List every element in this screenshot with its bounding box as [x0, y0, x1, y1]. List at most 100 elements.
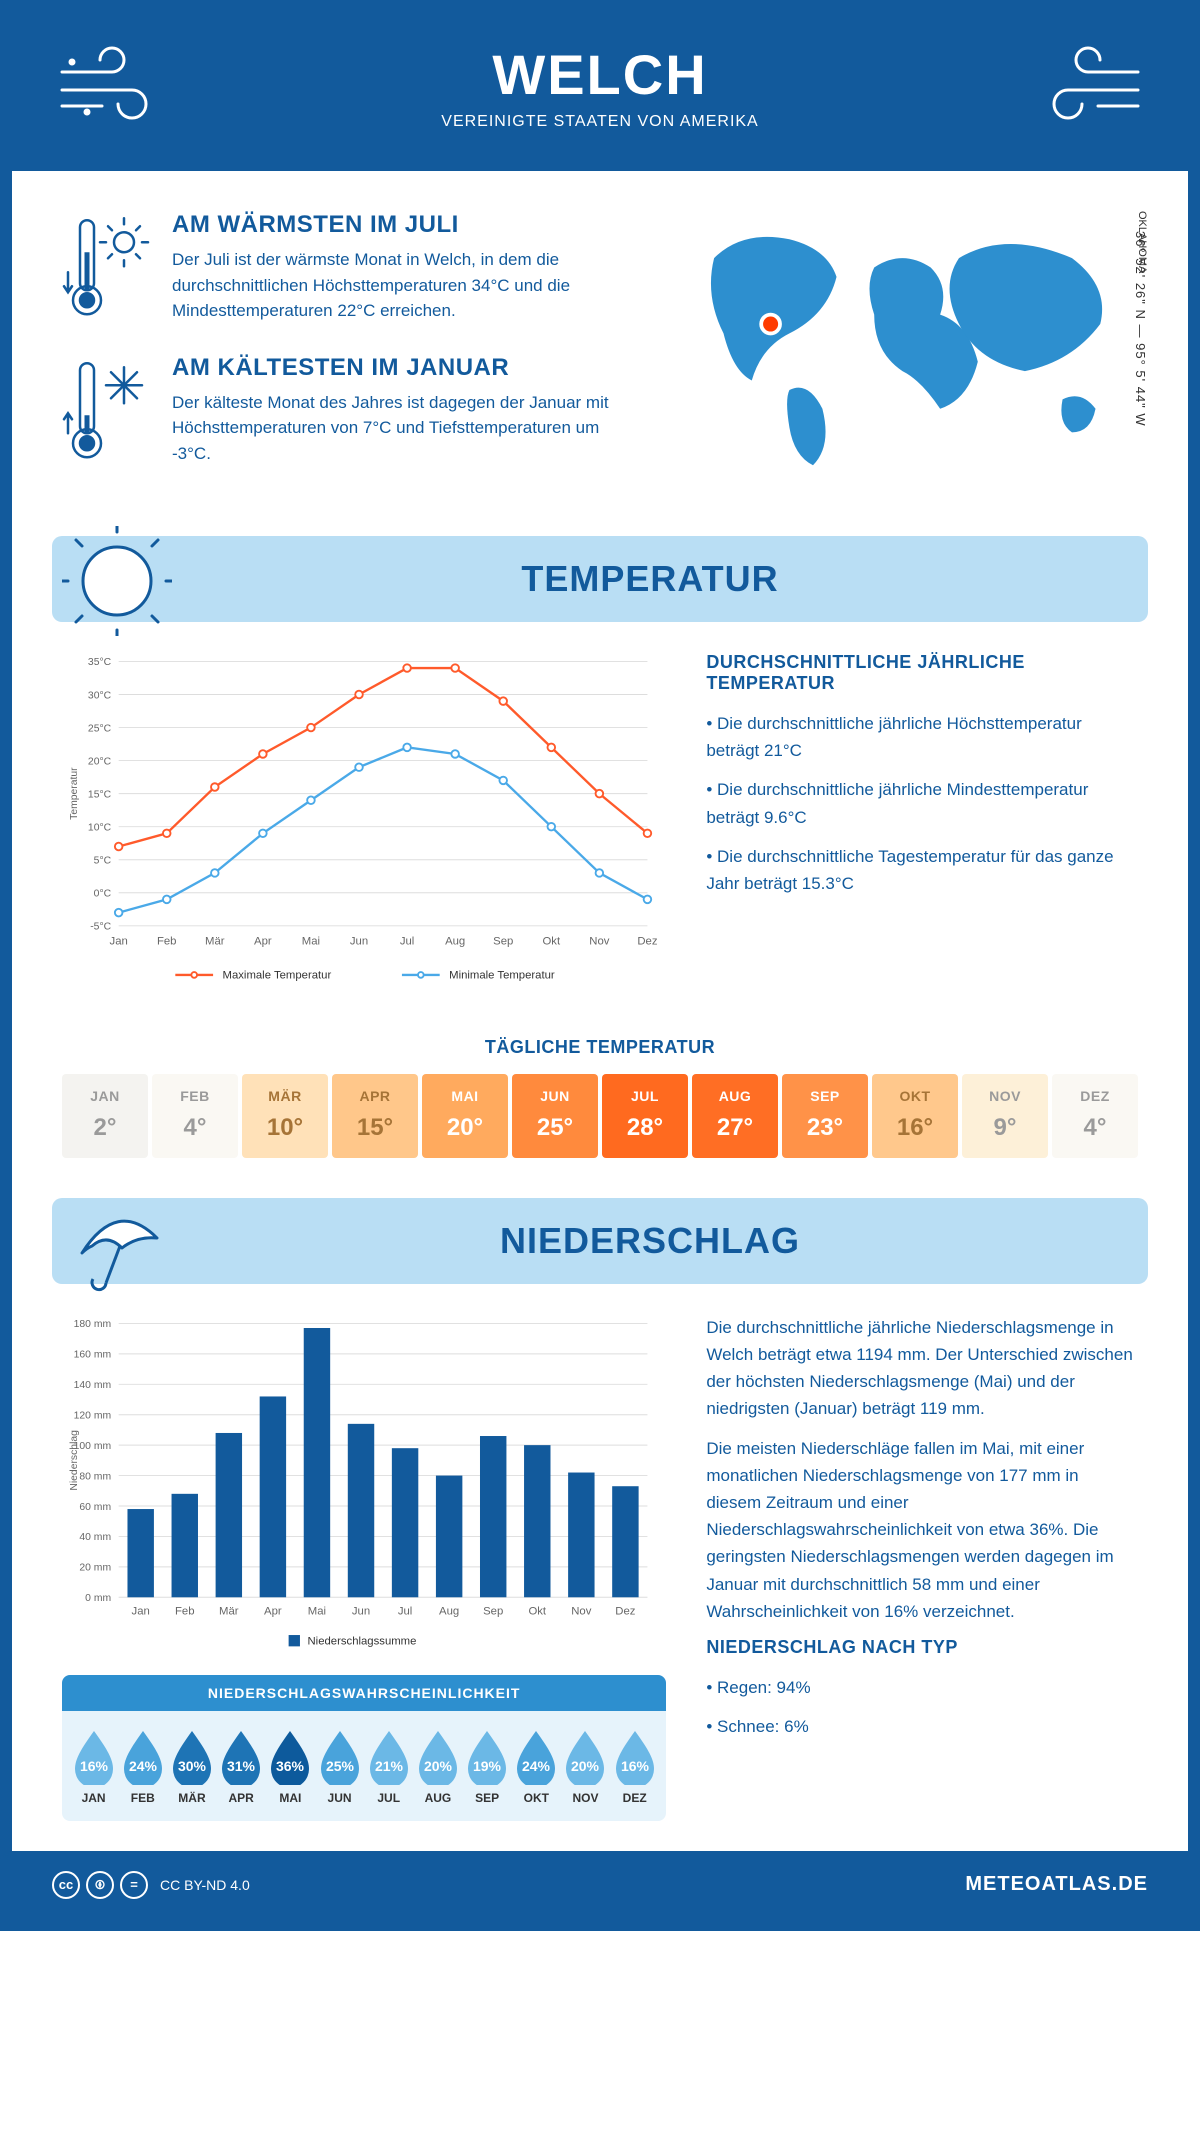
wind-icon	[1028, 42, 1148, 122]
svg-text:20%: 20%	[571, 1758, 600, 1774]
coordinates: 36° 52' 26" N — 95° 5' 44" W	[1133, 231, 1148, 427]
temp-content: -5°C0°C5°C10°C15°C20°C25°C30°C35°CJanFeb…	[12, 652, 1188, 1027]
drop-cell: 20%NOV	[562, 1727, 609, 1805]
temp-fact-item: Die durchschnittliche jährliche Höchstte…	[706, 710, 1138, 764]
heat-cell: AUG27°	[692, 1074, 778, 1158]
svg-text:Mai: Mai	[308, 1605, 326, 1617]
svg-text:Dez: Dez	[615, 1605, 635, 1617]
svg-text:Mär: Mär	[219, 1605, 239, 1617]
footer: cc 🅯 = CC BY-ND 4.0 METEOATLAS.DE	[12, 1851, 1188, 1919]
svg-text:Apr: Apr	[264, 1605, 282, 1617]
svg-text:Feb: Feb	[157, 936, 177, 948]
precip-by-type-list: Regen: 94% Schnee: 6%	[706, 1674, 1138, 1740]
svg-text:16%: 16%	[621, 1758, 650, 1774]
heat-cell: MAI20°	[422, 1074, 508, 1158]
svg-text:Aug: Aug	[439, 1605, 459, 1617]
svg-text:25%: 25%	[326, 1758, 355, 1774]
svg-text:140 mm: 140 mm	[74, 1380, 111, 1391]
svg-text:Feb: Feb	[175, 1605, 195, 1617]
fact-warm-title: AM WÄRMSTEN IM JULI	[172, 211, 627, 239]
fact-cold-text: Der kälteste Monat des Jahres ist dagege…	[172, 390, 627, 467]
drop-cell: 25%JUN	[316, 1727, 363, 1805]
drop-cell: 21%JUL	[365, 1727, 412, 1805]
svg-text:Aug: Aug	[445, 936, 465, 948]
section-temperature: TEMPERATUR	[52, 536, 1148, 622]
svg-text:Jan: Jan	[110, 936, 128, 948]
wind-icon	[52, 42, 172, 122]
temperature-line-chart: -5°C0°C5°C10°C15°C20°C25°C30°C35°CJanFeb…	[62, 652, 666, 992]
svg-text:5°C: 5°C	[94, 856, 112, 867]
daily-temp-heatstrip: JAN2°FEB4°MÄR10°APR15°MAI20°JUN25°JUL28°…	[62, 1074, 1138, 1158]
svg-text:35°C: 35°C	[88, 657, 112, 668]
svg-text:Nov: Nov	[589, 936, 609, 948]
svg-text:Mai: Mai	[302, 936, 320, 948]
precip-para-2: Die meisten Niederschläge fallen im Mai,…	[706, 1435, 1138, 1625]
svg-text:-5°C: -5°C	[90, 922, 111, 933]
svg-text:30%: 30%	[178, 1758, 207, 1774]
temp-facts-heading: DURCHSCHNITTLICHE JÄHRLICHE TEMPERATUR	[706, 652, 1138, 694]
attribution-icon: 🅯	[86, 1871, 114, 1899]
svg-text:10°C: 10°C	[88, 822, 112, 833]
svg-text:19%: 19%	[473, 1758, 502, 1774]
temp-fact-item: Die durchschnittliche jährliche Mindestt…	[706, 776, 1138, 830]
fact-warm: AM WÄRMSTEN IM JULI Der Juli ist der wär…	[62, 211, 627, 324]
heat-cell: DEZ4°	[1052, 1074, 1138, 1158]
svg-text:Nov: Nov	[571, 1605, 591, 1617]
svg-text:36%: 36%	[276, 1758, 305, 1774]
header: WELCH VEREINIGTE STAATEN VON AMERIKA	[12, 12, 1188, 171]
nd-icon: =	[120, 1871, 148, 1899]
drop-cell: 19%SEP	[464, 1727, 511, 1805]
svg-text:Sep: Sep	[493, 936, 513, 948]
precip-type-item: Schnee: 6%	[706, 1713, 1138, 1740]
svg-text:Jun: Jun	[352, 1605, 370, 1617]
section-title: NIEDERSCHLAG	[192, 1220, 1108, 1262]
page-subtitle: VEREINIGTE STAATEN VON AMERIKA	[52, 113, 1148, 131]
license-text: CC BY-ND 4.0	[160, 1877, 250, 1893]
cc-icon: cc	[52, 1871, 80, 1899]
daily-temp-title: TÄGLICHE TEMPERATUR	[12, 1037, 1188, 1058]
umbrella-icon	[62, 1188, 172, 1298]
svg-text:25°C: 25°C	[88, 723, 112, 734]
page: WELCH VEREINIGTE STAATEN VON AMERIKA AM …	[0, 0, 1200, 1931]
drop-cell: 30%MÄR	[168, 1727, 215, 1805]
svg-text:24%: 24%	[522, 1758, 551, 1774]
svg-text:Okt: Okt	[542, 936, 560, 948]
svg-text:15°C: 15°C	[88, 789, 112, 800]
precip-by-type-title: NIEDERSCHLAG NACH TYP	[706, 1637, 1138, 1658]
precip-drops: 16%JAN24%FEB30%MÄR31%APR36%MAI25%JUN21%J…	[62, 1711, 666, 1821]
thermometer-cold-icon	[62, 354, 152, 467]
heat-cell: JAN2°	[62, 1074, 148, 1158]
svg-text:20 mm: 20 mm	[79, 1563, 111, 1574]
drop-cell: 16%DEZ	[611, 1727, 658, 1805]
heat-cell: JUN25°	[512, 1074, 598, 1158]
svg-text:21%: 21%	[375, 1758, 404, 1774]
drop-cell: 16%JAN	[70, 1727, 117, 1805]
precip-type-item: Regen: 94%	[706, 1674, 1138, 1701]
cc-icons: cc 🅯 =	[52, 1871, 148, 1899]
temp-fact-item: Die durchschnittliche Tagestemperatur fü…	[706, 843, 1138, 897]
fact-warm-text: Der Juli ist der wärmste Monat in Welch,…	[172, 247, 627, 324]
heat-cell: OKT16°	[872, 1074, 958, 1158]
svg-text:20°C: 20°C	[88, 756, 112, 767]
drop-cell: 31%APR	[218, 1727, 265, 1805]
precip-para-1: Die durchschnittliche jährliche Niedersc…	[706, 1314, 1138, 1423]
heat-cell: SEP23°	[782, 1074, 868, 1158]
thermometer-hot-icon	[62, 211, 152, 324]
precip-content: 0 mm20 mm40 mm60 mm80 mm100 mm120 mm140 …	[12, 1314, 1188, 1851]
svg-text:Minimale Temperatur: Minimale Temperatur	[449, 970, 555, 982]
svg-text:120 mm: 120 mm	[74, 1410, 111, 1421]
svg-text:Niederschlagssumme: Niederschlagssumme	[308, 1635, 417, 1647]
svg-text:0°C: 0°C	[94, 889, 112, 900]
heat-cell: JUL28°	[602, 1074, 688, 1158]
drop-cell: 20%AUG	[414, 1727, 461, 1805]
sun-icon	[62, 526, 172, 636]
svg-text:Niederschlag: Niederschlag	[69, 1430, 80, 1491]
svg-text:Jan: Jan	[132, 1605, 150, 1617]
svg-text:60 mm: 60 mm	[79, 1502, 111, 1513]
heat-cell: FEB4°	[152, 1074, 238, 1158]
world-map-icon	[667, 211, 1138, 475]
svg-text:Temperatur: Temperatur	[69, 767, 80, 820]
section-title: TEMPERATUR	[192, 558, 1108, 600]
svg-text:Maximale Temperatur: Maximale Temperatur	[223, 970, 332, 982]
svg-text:40 mm: 40 mm	[79, 1532, 111, 1543]
